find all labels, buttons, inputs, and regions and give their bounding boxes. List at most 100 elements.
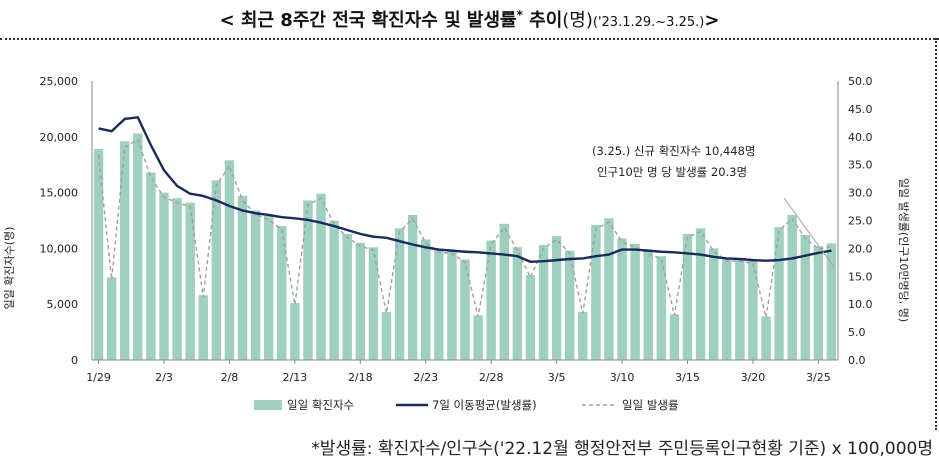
bar xyxy=(669,314,680,360)
right-tick-label: 25.0 xyxy=(848,215,873,228)
right-tick-label: 15.0 xyxy=(848,270,873,283)
right-tick-label: 40.0 xyxy=(848,131,873,144)
left-tick-label: 20,000 xyxy=(40,131,79,144)
bar xyxy=(342,233,352,360)
bar xyxy=(604,218,614,360)
bar xyxy=(172,198,182,360)
bar xyxy=(591,224,601,360)
bar xyxy=(761,316,771,360)
legend-item-moving-avg: 7일 이동평균(발생률) xyxy=(396,398,537,412)
chart-title: < 최근 8주간 전국 확진자수 및 발생률* 추이(명)('23.1.29.~… xyxy=(0,6,939,32)
title-close: > xyxy=(704,10,720,31)
bar xyxy=(211,180,222,360)
moving-average-line xyxy=(98,116,832,263)
bar xyxy=(564,250,575,360)
bar xyxy=(748,260,758,360)
bar xyxy=(263,216,274,360)
x-tick-label: 3/10 xyxy=(610,371,635,384)
bar xyxy=(499,223,509,360)
bar xyxy=(250,210,261,360)
bar xyxy=(434,249,444,360)
x-tick-label: 2/18 xyxy=(348,371,373,384)
right-tick-label: 10.0 xyxy=(848,298,873,311)
bar xyxy=(656,256,667,360)
bar xyxy=(551,236,562,360)
bar xyxy=(277,226,287,360)
x-tick-label: 3/15 xyxy=(675,371,700,384)
x-tick-label: 2/3 xyxy=(155,371,173,384)
annotation-callout: (3.25.) 신규 확진자수 10,448명 인구10만 명 당 발생률 20… xyxy=(592,144,835,268)
legend-item-bars: 일일 확진자수 xyxy=(254,398,354,412)
bar xyxy=(774,227,784,360)
bar xyxy=(93,149,104,360)
right-tick-label: 45.0 xyxy=(848,103,873,116)
bar xyxy=(159,192,169,360)
bar xyxy=(473,315,483,360)
annotation-line-1: (3.25.) 신규 확진자수 10,448명 xyxy=(592,144,756,158)
x-tick-label: 1/29 xyxy=(86,371,111,384)
bar xyxy=(198,295,208,360)
bar xyxy=(708,248,719,360)
left-axis-label: 일일 확진자수(명) xyxy=(2,227,16,310)
bar xyxy=(120,141,130,360)
x-tick-label: 3/5 xyxy=(548,371,566,384)
title-divider xyxy=(0,38,939,40)
bar xyxy=(368,247,379,360)
legend-item-daily-rate: 일일 발생률 xyxy=(582,398,679,412)
legend-label-moving-avg: 7일 이동평균(발생률) xyxy=(432,398,537,412)
bar xyxy=(787,214,797,360)
bar xyxy=(460,259,470,360)
x-tick-label: 3/20 xyxy=(741,371,766,384)
combo-chart: 0 5,000 10,000 15,000 20,000 25,000 0.0 5.0 10.… xyxy=(2,75,911,412)
right-tick-label: 0.0 xyxy=(848,354,866,367)
x-tick-label: 2/13 xyxy=(283,371,308,384)
left-tick-label: 25,000 xyxy=(40,75,79,88)
legend: 일일 확진자수 7일 이동평균(발생률) 일일 발생률 xyxy=(254,398,679,412)
legend-swatch-bars xyxy=(254,400,282,410)
bar xyxy=(826,243,837,360)
bar xyxy=(722,258,732,360)
bar xyxy=(421,239,431,360)
bar xyxy=(617,238,627,360)
bar xyxy=(630,243,640,360)
bar xyxy=(133,133,143,360)
bar xyxy=(329,220,339,360)
left-tick-label: 15,000 xyxy=(40,187,79,200)
x-tick-label: 2/8 xyxy=(221,371,239,384)
bar xyxy=(224,160,235,360)
lines-group xyxy=(97,116,832,318)
right-tick-label: 50.0 xyxy=(848,75,873,88)
footnote: *발생률: 확진자수/인구수('22.12월 행정안전부 주민등록인구현황 기준… xyxy=(311,439,933,459)
right-tick-label: 35.0 xyxy=(848,159,873,172)
left-axis-ticks: 0 5,000 10,000 15,000 20,000 25,000 xyxy=(40,75,79,367)
bar xyxy=(695,228,706,360)
bar xyxy=(538,245,549,360)
left-tick-label: 0 xyxy=(71,354,78,367)
bar xyxy=(237,195,248,360)
bar xyxy=(106,277,117,360)
bar xyxy=(303,200,313,360)
bars-group xyxy=(93,133,837,360)
axis-lines xyxy=(91,81,839,361)
bar xyxy=(486,240,496,360)
chart-frame xyxy=(0,38,937,430)
bar xyxy=(447,250,457,360)
bar xyxy=(578,312,588,360)
bar xyxy=(394,228,405,360)
bar xyxy=(813,246,824,360)
bar xyxy=(407,214,418,360)
daily-rate-line xyxy=(97,138,832,318)
bar xyxy=(800,235,810,360)
left-tick-label: 5,000 xyxy=(47,298,79,311)
x-axis-ticks: 1/29 2/3 2/8 2/13 2/18 2/23 2/28 3/5 3/10 3/15 3/2… xyxy=(86,360,831,384)
bar xyxy=(525,275,536,360)
x-tick-label: 3/25 xyxy=(806,371,831,384)
bar xyxy=(735,258,745,360)
bar xyxy=(185,202,195,360)
bar xyxy=(381,312,392,360)
title-main: < 최근 8주간 전국 확진자수 및 발생률 xyxy=(219,10,517,31)
annotation-leader-line xyxy=(783,197,835,268)
right-axis-ticks: 0.0 5.0 10.0 15.0 20.0 25.0 30.0 35.0 40.0 45.0 50… xyxy=(848,75,873,367)
title-suffix: 추이 xyxy=(522,10,563,31)
right-tick-label: 30.0 xyxy=(848,187,873,200)
